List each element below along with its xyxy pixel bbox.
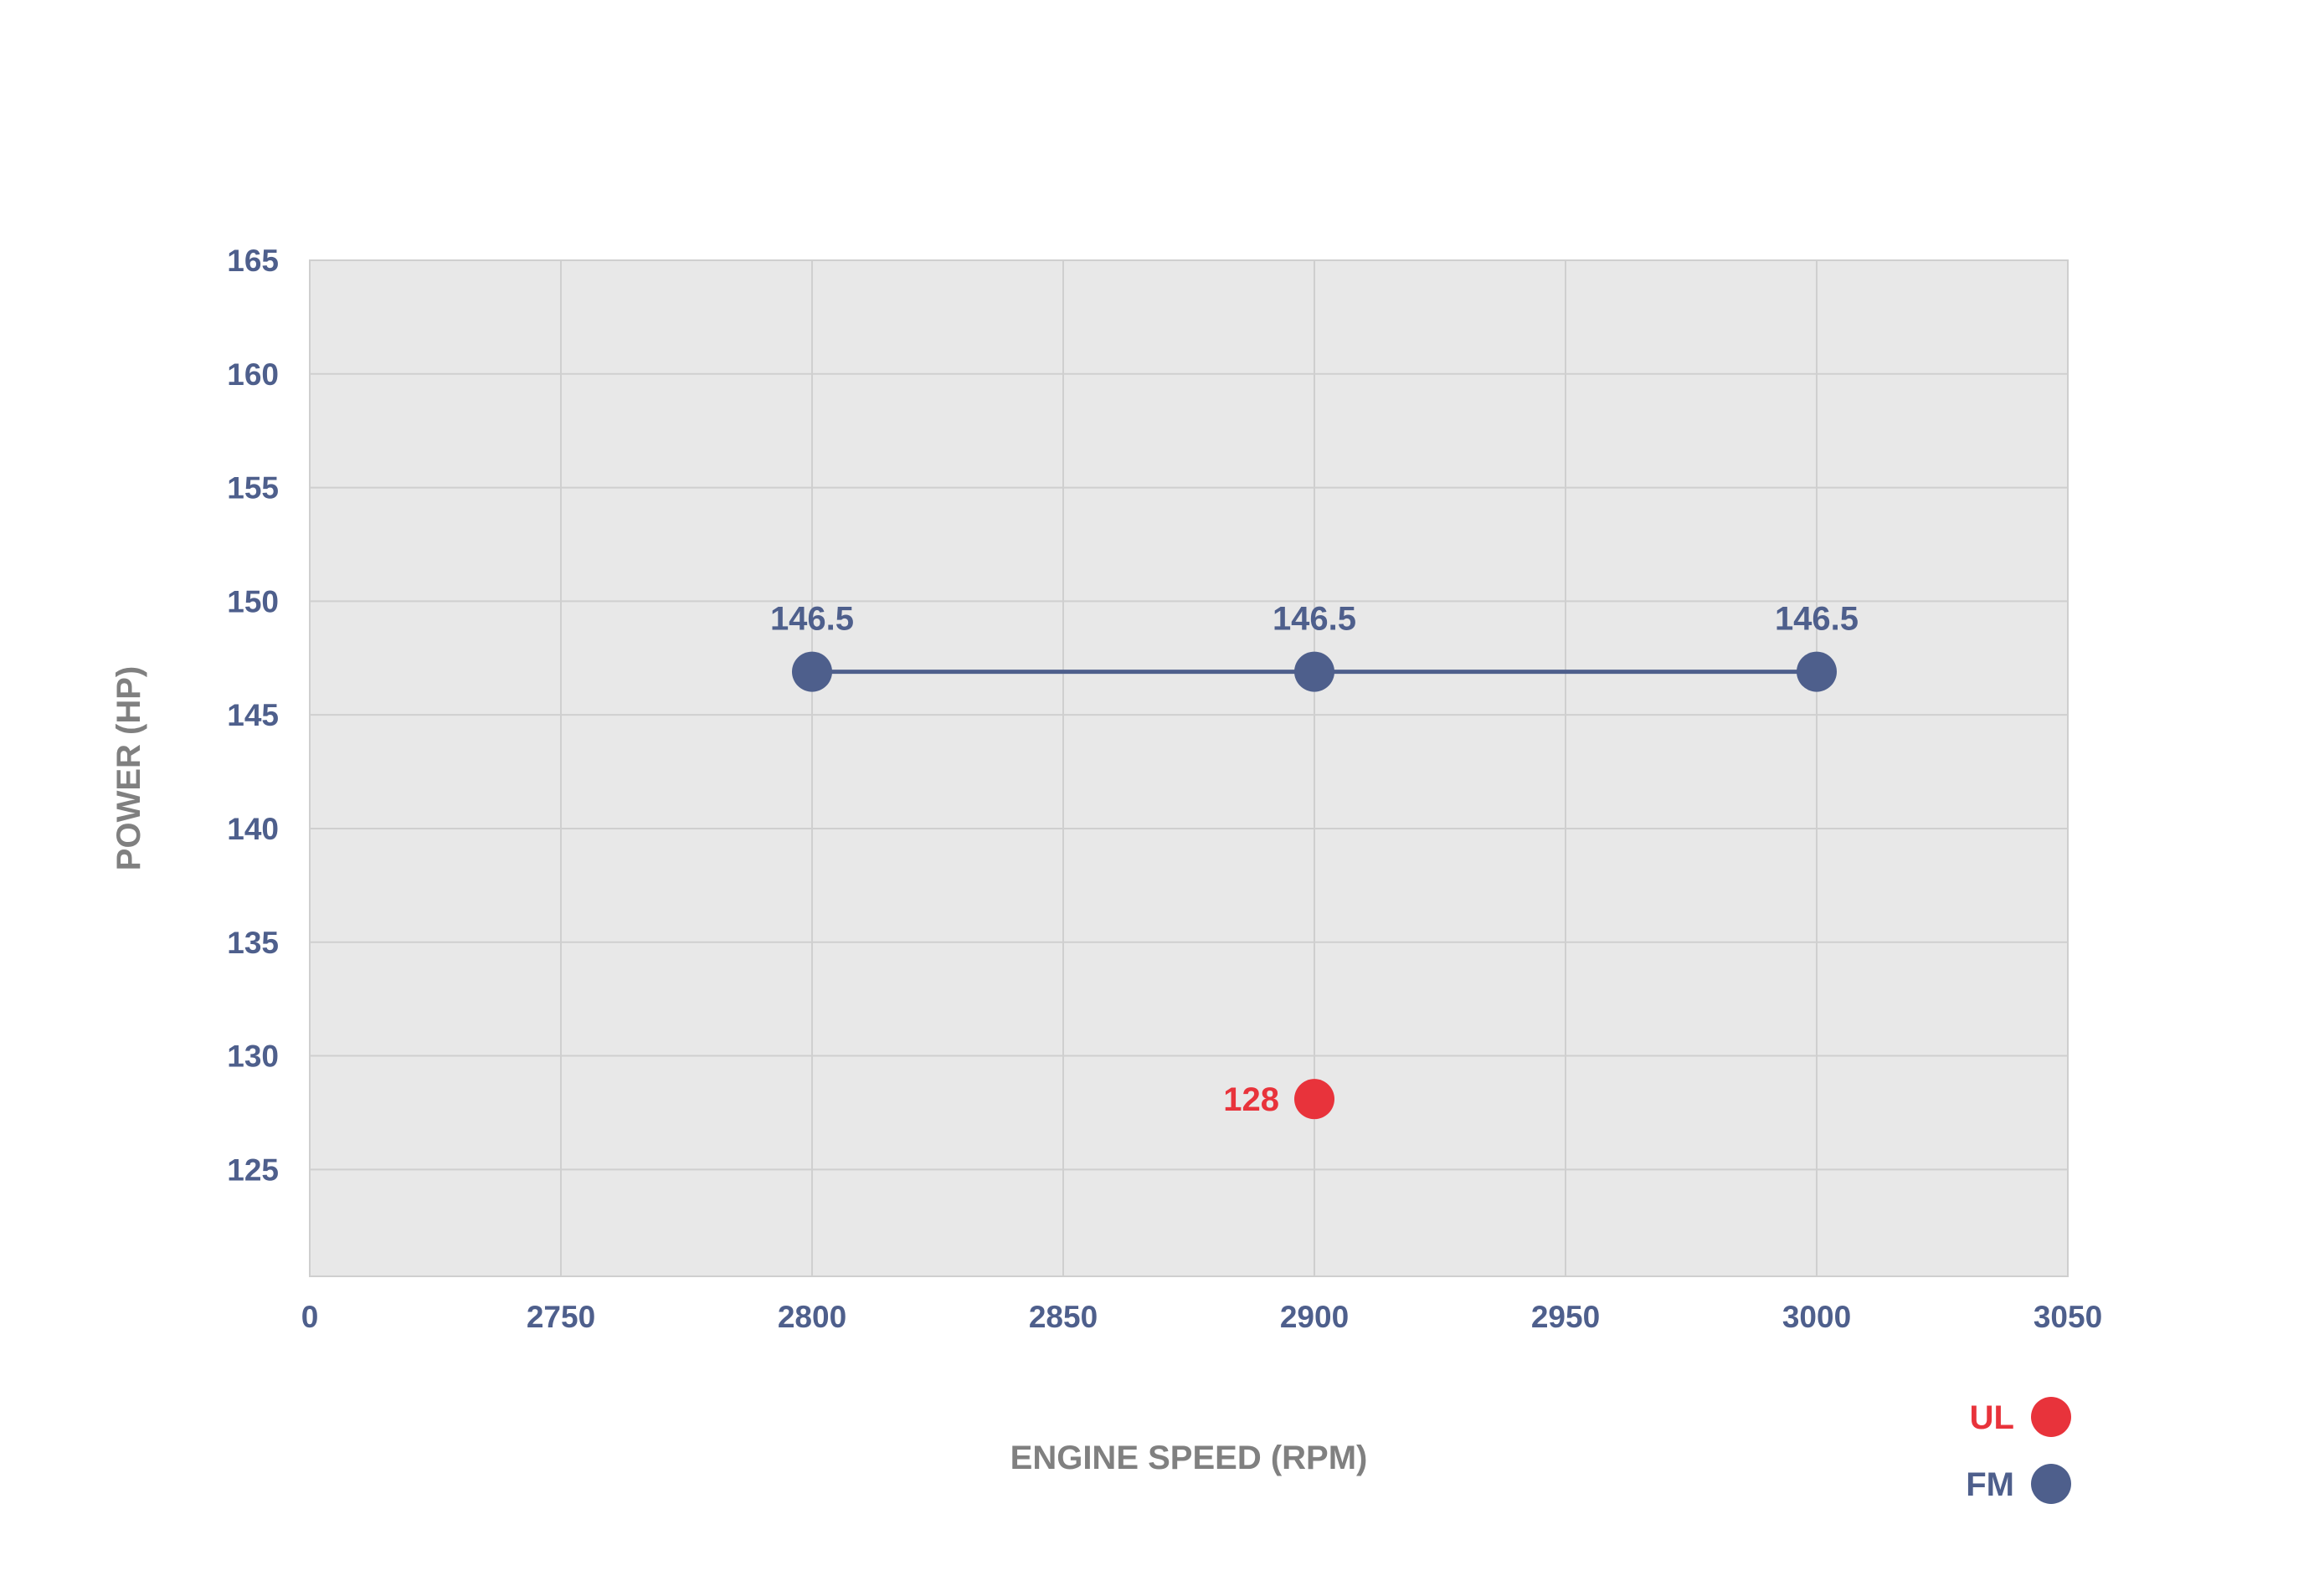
x-tick-label: 2800 <box>778 1300 846 1334</box>
data-label: 146.5 <box>1775 601 1859 638</box>
legend-label: UL <box>1970 1399 2014 1436</box>
data-label: 146.5 <box>770 601 854 638</box>
legend-item-fm[interactable]: FM <box>1966 1464 2071 1504</box>
y-tick-label: 145 <box>227 698 279 732</box>
y-axis-label: POWER (HP) <box>111 666 147 870</box>
series-ul: 128 <box>1223 1079 1334 1120</box>
data-label: 128 <box>1223 1081 1279 1118</box>
legend: UL FM <box>1966 1397 2071 1504</box>
series-fm: 146.5 146.5 146.5 <box>770 601 1859 692</box>
x-tick-label: 3050 <box>2034 1300 2102 1334</box>
legend-marker <box>2031 1464 2071 1504</box>
y-tick-label: 125 <box>227 1152 279 1187</box>
y-tick-label: 150 <box>227 584 279 618</box>
x-tick-label: 3000 <box>1782 1300 1851 1334</box>
y-axis-ticks: 125 130 135 140 145 150 155 160 165 <box>227 244 279 1187</box>
data-point[interactable] <box>1797 651 1837 692</box>
series: 128 146.5 146.5 146.5 <box>770 601 1859 1120</box>
y-tick-label: 140 <box>227 812 279 846</box>
x-tick-label: 2900 <box>1280 1300 1349 1334</box>
x-axis-ticks: 0 2750 2800 2850 2900 2950 3000 3050 <box>301 1300 2102 1334</box>
x-axis-label: ENGINE SPEED (RPM) <box>1010 1440 1368 1476</box>
y-tick-label: 155 <box>227 471 279 506</box>
y-tick-label: 165 <box>227 244 279 278</box>
legend-marker <box>2031 1397 2071 1437</box>
y-tick-label: 135 <box>227 926 279 960</box>
data-point[interactable] <box>1294 1079 1334 1120</box>
legend-item-ul[interactable]: UL <box>1970 1397 2071 1437</box>
x-tick-label: 0 <box>301 1300 319 1334</box>
data-label: 146.5 <box>1273 601 1356 638</box>
y-tick-label: 160 <box>227 357 279 392</box>
data-point[interactable] <box>792 651 832 692</box>
x-tick-label: 2950 <box>1531 1300 1600 1334</box>
y-tick-label: 130 <box>227 1039 279 1074</box>
data-point[interactable] <box>1294 651 1334 692</box>
x-tick-label: 2750 <box>527 1300 595 1334</box>
legend-label: FM <box>1966 1466 2014 1503</box>
plot-area <box>309 259 2069 1277</box>
x-tick-label: 2850 <box>1029 1300 1098 1334</box>
grid-lines <box>310 259 2068 1276</box>
